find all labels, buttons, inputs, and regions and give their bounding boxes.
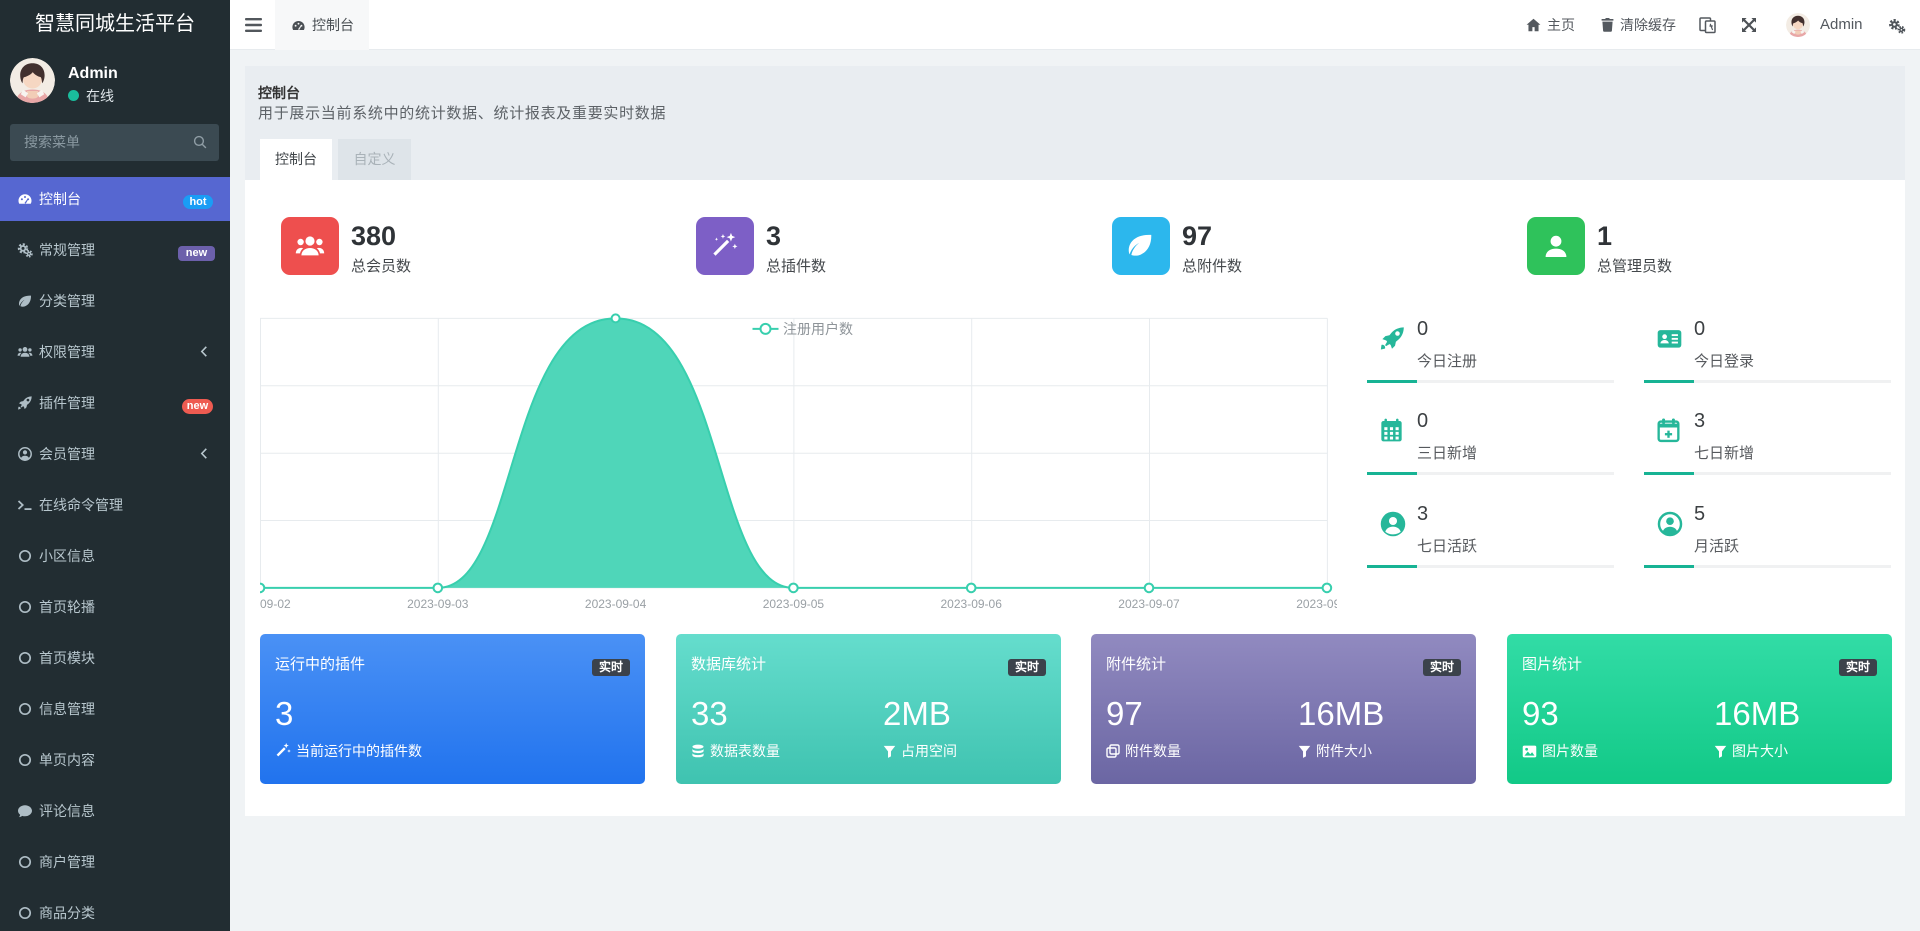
svg-text:2023-09-06: 2023-09-06 [941,597,1003,611]
svg-text:09-02: 09-02 [260,597,291,611]
svg-text:2023-09-08: 2023-09-08 [1296,597,1337,611]
svg-text:2023-09-03: 2023-09-03 [407,597,469,611]
svg-text:注册用户数: 注册用户数 [783,321,853,337]
svg-text:2023-09-05: 2023-09-05 [763,597,825,611]
svg-text:2023-09-04: 2023-09-04 [585,597,647,611]
svg-text:2023-09-07: 2023-09-07 [1118,597,1180,611]
